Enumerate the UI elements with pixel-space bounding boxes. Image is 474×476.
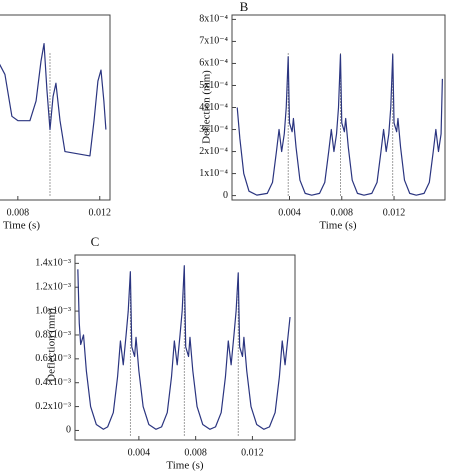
- y-tick-label: 0: [66, 425, 71, 436]
- deflection-line: [77, 265, 291, 430]
- y-tick-label: 4x10⁻⁴: [199, 102, 228, 113]
- plot-frame: [74, 254, 296, 441]
- y-tick-label: 5x10⁻⁴: [199, 80, 228, 91]
- x-tick-label: 0.012: [241, 447, 264, 458]
- y-tick-label: 0.6x10⁻³: [35, 353, 71, 364]
- x-axis-label: Time (s): [3, 220, 41, 232]
- y-tick-label: 0.4x10⁻³: [35, 377, 71, 388]
- panel-label: B: [240, 0, 249, 14]
- y-tick-label: 0.8x10⁻³: [35, 329, 71, 340]
- y-tick-label: 1.4x10⁻³: [35, 258, 71, 269]
- x-tick-label: 0.008: [331, 207, 354, 218]
- x-tick-label: 0.004: [278, 207, 301, 218]
- y-tick-label: 3x10⁻⁴: [199, 124, 228, 135]
- y-tick-label: 0: [223, 190, 228, 201]
- panel-label: C: [91, 234, 100, 249]
- y-tick-label: 8x10⁻⁴: [199, 14, 228, 25]
- y-tick-label: 1.2x10⁻³: [35, 282, 71, 293]
- x-axis-label: Time (s): [319, 220, 357, 232]
- y-axis-label: Deflection (mm): [46, 308, 58, 382]
- y-tick-label: 7x10⁻⁴: [199, 36, 228, 47]
- x-axis-label: Time (s): [166, 460, 204, 472]
- x-tick-label: 0.004: [128, 447, 151, 458]
- x-tick-label: 0.008: [7, 207, 30, 218]
- deflection-line: [0, 43, 107, 157]
- plot-frame: [0, 14, 111, 201]
- y-axis-label: Deflection (mm): [201, 70, 213, 144]
- y-tick-label: 1.0x10⁻³: [35, 305, 71, 316]
- y-tick-label: 1x10⁻⁴: [199, 168, 228, 179]
- x-tick-label: 0.008: [184, 447, 207, 458]
- y-tick-label: 2x10⁻⁴: [199, 146, 228, 157]
- y-tick-label: 0.2x10⁻³: [35, 401, 71, 412]
- x-tick-label: 0.012: [383, 207, 406, 218]
- x-tick-label: 0.012: [89, 207, 112, 218]
- deflection-line: [236, 54, 443, 196]
- y-tick-label: 6x10⁻⁴: [199, 58, 228, 69]
